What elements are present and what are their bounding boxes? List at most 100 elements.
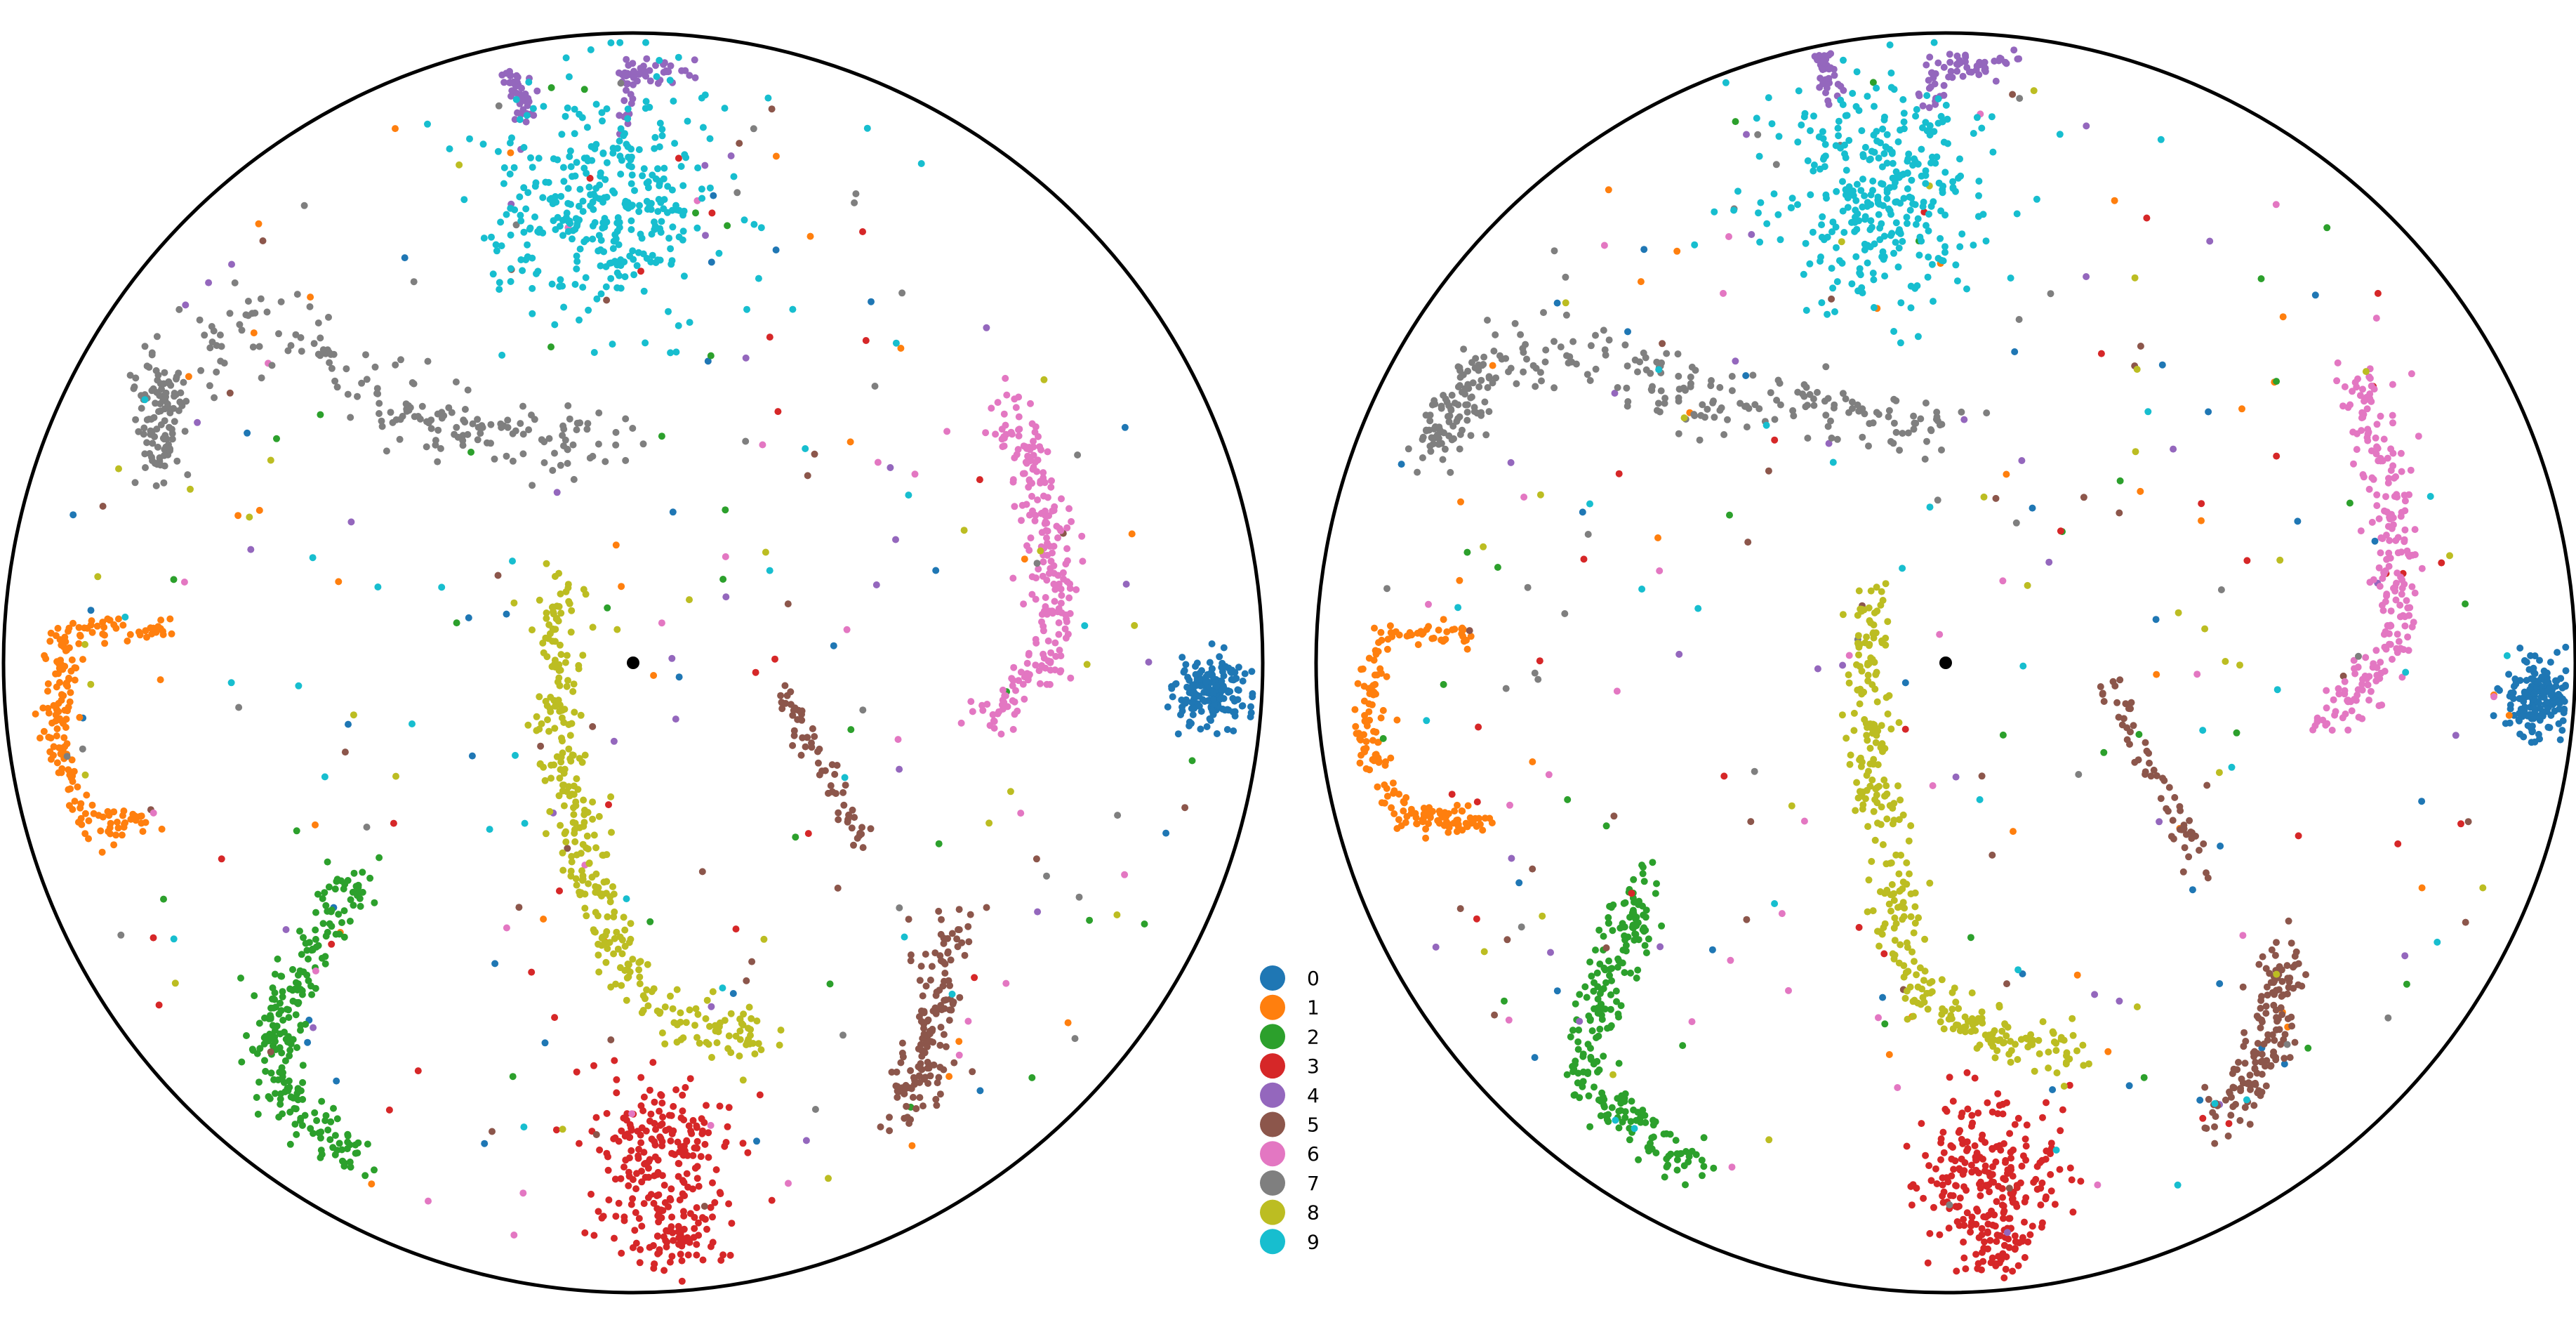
data-point	[686, 1236, 693, 1244]
data-point	[1917, 415, 1925, 423]
data-point	[2005, 1243, 2013, 1251]
data-point	[2003, 1229, 2011, 1236]
data-point	[919, 992, 927, 1000]
data-point	[1529, 758, 1536, 765]
data-point	[2104, 1048, 2112, 1055]
data-point	[602, 176, 609, 183]
data-point	[997, 730, 1005, 738]
data-point	[702, 1015, 710, 1022]
data-point	[1636, 358, 1644, 366]
data-point	[477, 430, 484, 437]
data-point	[94, 573, 102, 581]
data-point	[571, 105, 578, 113]
data-point	[2100, 698, 2108, 705]
data-point	[324, 858, 331, 866]
data-point	[1903, 859, 1911, 866]
data-point	[1216, 695, 1224, 703]
data-point	[2158, 361, 2166, 369]
data-point	[1419, 454, 1426, 461]
data-point	[1953, 1218, 1961, 1225]
data-point	[2002, 1156, 2010, 1164]
data-point	[2056, 1166, 2064, 1173]
data-point	[2237, 1085, 2245, 1092]
data-point	[347, 896, 354, 904]
data-point	[558, 131, 566, 138]
data-point	[2239, 932, 2247, 939]
data-point	[691, 1213, 698, 1221]
data-point	[2152, 616, 2160, 623]
data-point	[2313, 714, 2321, 722]
data-point	[2037, 1201, 2045, 1209]
data-point	[1490, 348, 1498, 355]
data-point	[424, 357, 432, 365]
data-point	[297, 1027, 304, 1034]
data-point	[907, 957, 915, 965]
data-point	[604, 604, 611, 612]
data-point	[308, 991, 316, 998]
data-point	[2252, 1081, 2259, 1088]
data-point	[2043, 1099, 2050, 1107]
data-point	[668, 186, 676, 194]
data-point	[1991, 1054, 1999, 1062]
data-point	[294, 980, 302, 988]
data-point	[1960, 1183, 1967, 1191]
data-point	[1044, 539, 1051, 547]
data-point	[976, 476, 983, 484]
data-point	[392, 125, 399, 133]
data-point	[776, 1041, 783, 1049]
data-point	[678, 1277, 686, 1285]
data-point	[2240, 1043, 2248, 1050]
data-point	[392, 361, 399, 369]
data-point	[753, 1137, 760, 1145]
data-point	[2021, 1218, 2028, 1226]
data-point	[559, 164, 567, 171]
data-point	[1218, 678, 1226, 685]
data-point	[558, 714, 566, 722]
data-point	[414, 1067, 422, 1075]
data-point	[1972, 1027, 1979, 1034]
data-point	[2010, 46, 2018, 54]
data-point	[1894, 782, 1901, 790]
data-point	[162, 389, 170, 397]
data-point	[640, 1093, 648, 1101]
data-point	[545, 621, 553, 628]
data-point	[547, 761, 555, 769]
data-point	[2490, 693, 2497, 701]
data-point	[1440, 680, 1447, 688]
data-point	[1998, 1027, 2006, 1035]
data-point	[1657, 387, 1665, 395]
data-point	[1697, 411, 1705, 419]
data-point	[999, 686, 1007, 694]
data-point	[1634, 368, 1641, 376]
data-point	[636, 202, 643, 209]
data-point	[84, 624, 91, 632]
data-point	[2047, 1140, 2055, 1147]
data-point	[1213, 682, 1221, 689]
data-point	[1622, 947, 1630, 955]
data-point	[941, 1005, 948, 1012]
data-point	[1967, 934, 1974, 942]
data-point	[2538, 673, 2546, 681]
data-point	[1021, 695, 1028, 703]
data-point	[1687, 380, 1694, 388]
data-point	[877, 1123, 884, 1130]
data-point	[45, 709, 53, 717]
data-point	[2404, 633, 2412, 641]
data-point	[2229, 1070, 2236, 1077]
data-point	[1456, 905, 1464, 913]
data-point	[2000, 1215, 2007, 1222]
data-point	[2394, 840, 2402, 847]
data-point	[2009, 91, 2017, 98]
data-point	[625, 1182, 632, 1189]
data-point	[2273, 1017, 2281, 1025]
data-point	[271, 989, 279, 996]
data-point	[1915, 914, 1923, 922]
data-point	[1000, 410, 1008, 418]
data-point	[1600, 242, 1608, 249]
data-point	[2507, 705, 2514, 713]
data-point	[1921, 935, 1929, 943]
series-0-points	[69, 192, 1256, 1147]
data-point	[1989, 851, 1996, 859]
data-point	[293, 1044, 300, 1051]
data-point	[154, 623, 162, 631]
